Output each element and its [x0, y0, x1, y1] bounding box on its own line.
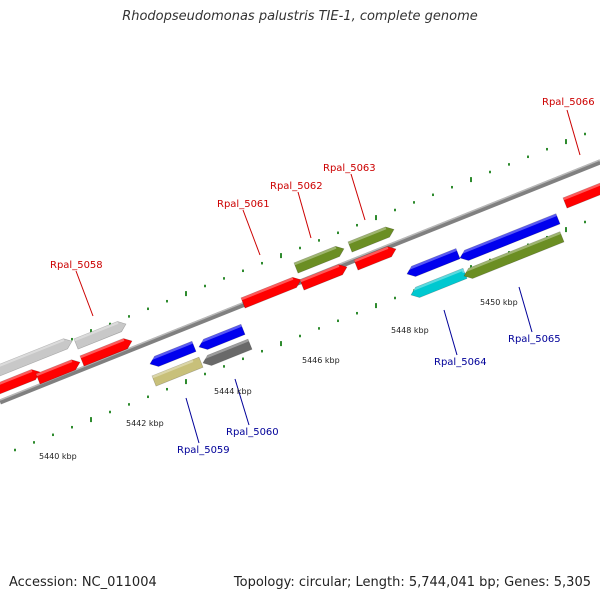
gene-shape [202, 338, 253, 366]
gene-shape [73, 321, 127, 350]
gene-label: Rpal_5060 [226, 427, 279, 438]
gene-arrow [299, 264, 348, 291]
accession-label: Accession: NC_011004 [9, 575, 157, 590]
gene-shape [406, 248, 461, 277]
gene-features [0, 182, 600, 398]
gene-shape [0, 338, 73, 380]
leader-line [75, 270, 94, 317]
gene-highlight [147, 341, 193, 362]
scale-label: 5446 kbp [302, 356, 340, 365]
gene-shape [79, 338, 133, 367]
gene-highlight [408, 268, 464, 293]
gene-arrow [200, 338, 253, 366]
gene-label: Rpal_5058 [50, 260, 103, 271]
scale-label: 5444 kbp [214, 387, 252, 396]
gene-arrow [457, 213, 561, 261]
gene-highlight [0, 338, 65, 372]
gene-highlight [0, 369, 33, 390]
gene-shape [410, 267, 468, 298]
gene-highlight [79, 338, 125, 359]
gene-shape [151, 356, 204, 387]
gene-shape [459, 213, 561, 261]
gene-highlight [404, 248, 457, 272]
leader-line [297, 191, 312, 239]
gene-highlight [73, 321, 119, 342]
gene-shape [198, 323, 246, 350]
gene-shape [299, 264, 348, 291]
leader-line [443, 309, 458, 356]
leader-line [518, 286, 533, 333]
leader-line [350, 173, 366, 221]
gene-arrow [408, 267, 468, 298]
gene-shape [149, 340, 197, 367]
scale-ticks-upper [14, 132, 586, 364]
gene-highlight [293, 246, 337, 266]
gene-arrow [347, 226, 395, 253]
gene-label: Rpal_5066 [542, 97, 595, 108]
gene-highlight [299, 264, 340, 283]
gene-highlight [461, 231, 561, 274]
gene-label: Rpal_5065 [508, 334, 561, 345]
gene-highlight [35, 359, 73, 377]
gene-shape [240, 276, 302, 309]
gene-label: Rpal_5064 [434, 357, 487, 368]
gene-arrow [35, 359, 81, 385]
scale-label: 5440 kbp [39, 452, 77, 461]
label-leader-lines [75, 109, 581, 444]
gene-label: Rpal_5063 [323, 163, 376, 174]
gene-highlight [200, 339, 249, 361]
gene-arrow [79, 338, 133, 367]
gene-highlight [240, 277, 294, 301]
gene-arrow [293, 245, 345, 274]
gene-arrow [404, 248, 461, 277]
gene-label: Rpal_5059 [177, 445, 230, 456]
gene-label: Rpal_5062 [270, 181, 323, 192]
gene-highlight [347, 226, 387, 245]
gene-arrow [0, 338, 73, 380]
genome-stats-label: Topology: circular; Length: 5,744,041 bp… [233, 575, 591, 590]
gene-shape [562, 182, 600, 209]
map-title: Rhodopseudomonas palustris TIE-1, comple… [122, 9, 478, 24]
gene-highlight [353, 246, 389, 263]
leader-line [242, 209, 261, 256]
gene-shape [347, 226, 395, 253]
gene-label: Rpal_5061 [217, 199, 270, 210]
gene-shape [353, 246, 397, 271]
gene-arrow [240, 276, 302, 309]
gene-arrow [73, 321, 127, 350]
gene-highlight [196, 324, 242, 345]
gene-highlight [457, 213, 557, 256]
gene-box [151, 356, 204, 387]
gene-highlight [562, 182, 600, 201]
scale-label: 5442 kbp [126, 419, 164, 428]
gene-arrow [353, 246, 397, 271]
gene-highlight [151, 359, 194, 379]
leader-line [566, 109, 581, 156]
gene-shape [463, 231, 565, 279]
scale-label: 5450 kbp [480, 298, 518, 307]
scale-label: 5448 kbp [391, 326, 429, 335]
gene-arrow [196, 323, 246, 350]
gene-shape [293, 245, 345, 274]
gene-shape [35, 359, 81, 385]
gene-arrow [562, 182, 600, 209]
gene-arrow [461, 231, 565, 279]
leader-line [234, 378, 250, 426]
backbone-line [0, 159, 600, 405]
leader-line [185, 397, 200, 444]
gene-arrow [147, 340, 197, 367]
